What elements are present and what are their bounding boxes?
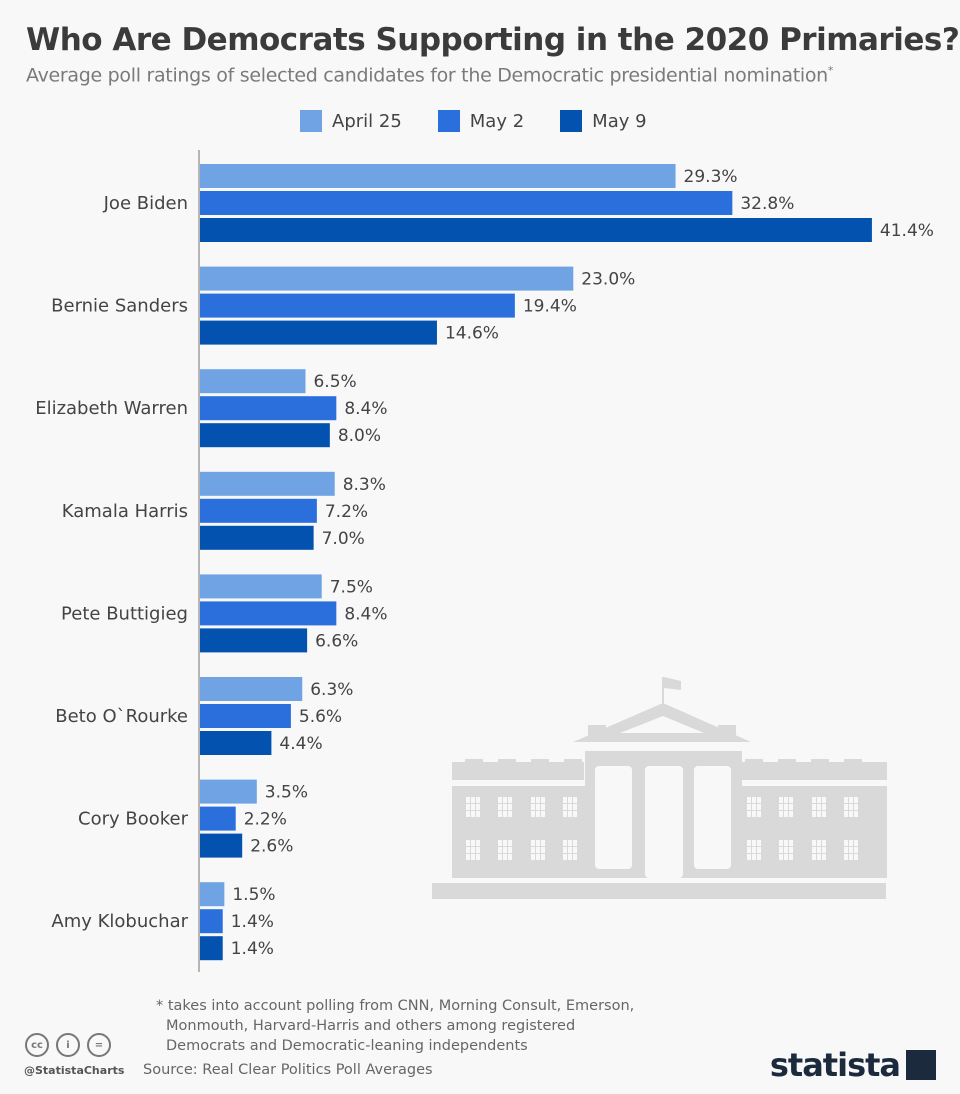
bar <box>200 525 314 550</box>
data-label: 8.4% <box>344 399 387 419</box>
legend-label: April 25 <box>332 110 402 132</box>
statista-logo[interactable]: statista <box>770 1046 936 1084</box>
white-house-illustration <box>432 677 887 899</box>
data-label: 8.0% <box>338 426 381 446</box>
data-label: 8.3% <box>343 475 386 495</box>
bar <box>200 731 272 755</box>
data-label: 2.2% <box>244 810 287 830</box>
legend-label: May 9 <box>592 110 647 132</box>
data-label: 1.4% <box>231 912 274 932</box>
bar <box>200 164 676 188</box>
data-label: 1.4% <box>231 939 274 959</box>
data-label: 8.4% <box>344 604 387 624</box>
candidate-group: Bernie Sanders 23.0%19.4% 14.6% <box>51 266 635 345</box>
bar <box>200 191 733 215</box>
category-label: Bernie Sanders <box>51 296 188 317</box>
bar <box>200 293 515 318</box>
bar <box>200 936 223 961</box>
data-label: 23.0% <box>581 270 635 290</box>
category-label: Kamala Harris <box>62 501 188 522</box>
bar <box>200 806 236 831</box>
bar <box>200 628 308 653</box>
category-label: Joe Biden <box>103 193 188 214</box>
legend-swatch <box>437 110 460 132</box>
category-label: Amy Klobuchar <box>51 911 188 932</box>
candidate-group: Amy Klobuchar 1.5% 1.4% 1.4% <box>51 882 276 961</box>
candidate-group: Pete Buttigieg 7.5% 8.4% 6.6% <box>61 574 388 653</box>
data-label: 1.5% <box>232 885 275 905</box>
attribution-icon: i <box>56 1033 80 1057</box>
legend-swatch <box>300 110 322 132</box>
bar <box>200 471 335 496</box>
chart-subtitle: Average poll ratings of selected candida… <box>26 64 833 86</box>
data-label: 6.6% <box>315 631 358 651</box>
bar <box>200 574 322 599</box>
bar <box>200 779 257 804</box>
legend-label: May 2 <box>469 110 525 132</box>
candidate-group: Beto O`Rourke 6.3% 5.6% 4.4% <box>55 677 353 755</box>
candidate-group: Joe Biden 29.3%32.8% 41.4% <box>103 164 934 242</box>
chart-title: Who Are Democrats Supporting in the 2020… <box>26 22 960 58</box>
legend-item-may-9: May 9 <box>560 110 647 132</box>
bar <box>200 266 574 291</box>
data-label: 6.3% <box>310 680 353 700</box>
category-label: Pete Buttigieg <box>61 603 188 624</box>
legend-item-april-25: April 25 <box>300 110 402 132</box>
bar <box>200 423 330 448</box>
legend: April 25 May 2 May 9 <box>300 110 647 132</box>
subtitle-text: Average poll ratings of selected candida… <box>26 64 828 87</box>
bar <box>200 369 306 394</box>
footnote-line: Democrats and Democratic-leaning indepen… <box>166 1038 528 1054</box>
footnote-line: * takes into account polling from CNN, M… <box>156 998 635 1014</box>
candidate-group: Cory Booker 3.5% 2.2% 2.6% <box>78 779 308 858</box>
category-label: Beto O`Rourke <box>55 706 188 727</box>
creative-commons-icons: cc i = <box>25 1033 111 1057</box>
data-label: 6.5% <box>313 372 356 392</box>
data-label: 19.4% <box>523 297 577 317</box>
no-derivatives-icon: = <box>87 1033 111 1057</box>
category-label: Elizabeth Warren <box>35 398 188 419</box>
bar <box>200 396 337 421</box>
social-handle: @StatistaCharts <box>24 1064 125 1077</box>
candidate-group: Kamala Harris 8.3% 7.2% 7.0% <box>62 471 386 550</box>
legend-swatch <box>560 110 583 132</box>
bar <box>200 498 317 523</box>
bar <box>200 882 225 907</box>
logo-text: statista <box>769 1046 901 1084</box>
subtitle-footnote-mark: * <box>827 64 834 77</box>
bar <box>200 601 337 626</box>
bar <box>200 677 303 701</box>
bar <box>200 320 437 345</box>
bar <box>200 833 243 858</box>
data-label: 14.6% <box>445 324 499 344</box>
cc-icon: cc <box>25 1033 49 1057</box>
data-label: 32.8% <box>740 194 794 214</box>
data-label: 4.4% <box>279 734 322 754</box>
legend-item-may-2: May 2 <box>437 110 525 132</box>
source-link[interactable]: Source: Real Clear Politics Poll Average… <box>143 1062 433 1078</box>
data-label: 2.6% <box>250 837 293 857</box>
bar <box>200 704 291 728</box>
statista-logo-icon <box>906 1050 936 1080</box>
footnote: * takes into account polling from CNN, M… <box>156 996 634 1056</box>
bar <box>200 909 223 934</box>
data-label: 3.5% <box>265 783 308 803</box>
data-label: 5.6% <box>299 707 342 727</box>
data-label: 7.2% <box>325 502 368 522</box>
data-label: 7.5% <box>330 577 373 597</box>
data-label: 7.0% <box>322 529 365 549</box>
data-label: 29.3% <box>684 167 738 187</box>
footnote-line: Monmouth, Harvard-Harris and others amon… <box>166 1018 576 1034</box>
category-label: Cory Booker <box>78 809 189 830</box>
bar-chart: Joe Biden 29.3%32.8% 41.4% Bernie Sanders 23… <box>35 150 934 972</box>
candidate-group: Elizabeth Warren 6.5% 8.4% 8.0% <box>35 369 388 448</box>
data-label: 41.4% <box>880 221 934 241</box>
bar <box>200 218 872 242</box>
